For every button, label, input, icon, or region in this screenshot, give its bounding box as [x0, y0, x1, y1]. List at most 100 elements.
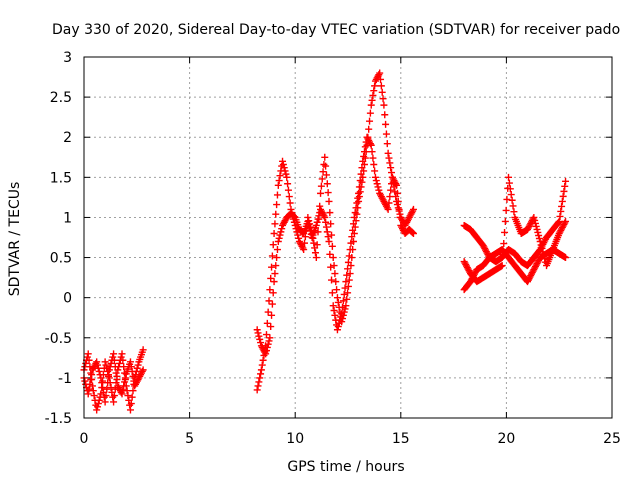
data-point: [110, 398, 118, 406]
data-point: [87, 375, 95, 383]
data-point: [386, 193, 394, 201]
data-point: [342, 278, 350, 286]
data-point: [506, 185, 514, 193]
series-seg-18-23h-b: [460, 173, 570, 286]
data-point: [383, 204, 391, 212]
data-point: [344, 282, 352, 290]
data-point: [371, 167, 379, 175]
data-point: [270, 229, 278, 237]
data-point: [358, 164, 366, 172]
data-point: [498, 262, 506, 270]
data-point: [387, 186, 395, 194]
y-tick-label: 2.5: [50, 90, 72, 106]
data-point: [255, 332, 263, 340]
data-point: [81, 377, 89, 385]
data-point: [127, 363, 135, 371]
data-point: [360, 152, 368, 160]
data-point: [373, 180, 381, 188]
data-point: [554, 218, 562, 226]
data-point: [313, 218, 321, 226]
data-point: [255, 378, 263, 386]
data-point: [322, 162, 330, 170]
data-point: [254, 382, 262, 390]
y-tick-label: -1: [58, 371, 72, 387]
data-point: [562, 177, 570, 185]
data-point: [365, 125, 373, 133]
data-point: [265, 337, 273, 345]
data-point: [123, 387, 131, 395]
x-tick-label: 5: [185, 431, 194, 447]
data-point: [275, 234, 283, 242]
data-point: [377, 75, 385, 83]
data-point: [369, 154, 377, 162]
data-point: [370, 160, 378, 168]
data-point: [118, 350, 126, 358]
data-points: [80, 69, 570, 414]
data-point: [129, 387, 137, 395]
data-point: [279, 157, 287, 165]
data-point: [104, 372, 112, 380]
data-point: [375, 186, 383, 194]
y-tick-label: 3: [63, 50, 72, 66]
data-point: [377, 82, 385, 90]
x-tick-labels: 0 5 10 15 20 25: [80, 431, 621, 447]
y-tick-label: -1.5: [45, 411, 72, 427]
data-point: [341, 284, 349, 292]
data-point: [100, 393, 108, 401]
data-point: [268, 252, 276, 260]
data-point: [328, 289, 336, 297]
data-point: [396, 213, 404, 221]
data-point: [299, 244, 307, 252]
data-point: [351, 209, 359, 217]
data-point: [383, 140, 391, 148]
data-point: [353, 199, 361, 207]
data-point: [300, 246, 308, 254]
data-point: [101, 398, 109, 406]
series-seg-0-3h-b: [80, 350, 147, 406]
data-point: [316, 202, 324, 210]
data-point: [103, 385, 111, 393]
data-point: [336, 316, 344, 324]
data-point: [277, 228, 285, 236]
data-point: [507, 191, 515, 199]
data-point: [263, 343, 271, 351]
data-point: [323, 180, 331, 188]
data-point: [503, 195, 511, 203]
data-point: [345, 252, 353, 260]
data-point: [317, 189, 325, 197]
data-point: [333, 294, 341, 302]
data-point: [384, 149, 392, 157]
data-point: [331, 311, 339, 319]
data-point: [560, 187, 568, 195]
x-axis-label: GPS time / hours: [287, 459, 404, 475]
data-point: [273, 246, 281, 254]
data-point: [306, 227, 314, 235]
data-point: [321, 213, 329, 221]
data-point: [387, 164, 395, 172]
series-seg-18-23h-c: [460, 177, 570, 270]
data-point: [259, 356, 267, 364]
data-point: [99, 384, 107, 392]
data-point: [257, 370, 265, 378]
data-point: [111, 363, 119, 371]
data-point: [97, 374, 105, 382]
data-point: [409, 229, 417, 237]
y-tick-label: 1: [63, 210, 72, 226]
data-point: [105, 374, 113, 382]
data-point: [110, 356, 118, 364]
data-point: [133, 364, 141, 372]
data-point: [346, 270, 354, 278]
data-point: [129, 372, 137, 380]
data-point: [409, 229, 417, 237]
data-point: [283, 173, 291, 181]
data-point: [370, 87, 378, 95]
data-point: [333, 326, 341, 334]
data-point: [112, 369, 120, 377]
data-point: [83, 353, 91, 361]
data-point: [257, 366, 265, 374]
data-point: [138, 367, 146, 375]
data-point: [317, 182, 325, 190]
data-point: [86, 380, 94, 388]
data-point: [367, 141, 375, 149]
data-point: [115, 359, 123, 367]
